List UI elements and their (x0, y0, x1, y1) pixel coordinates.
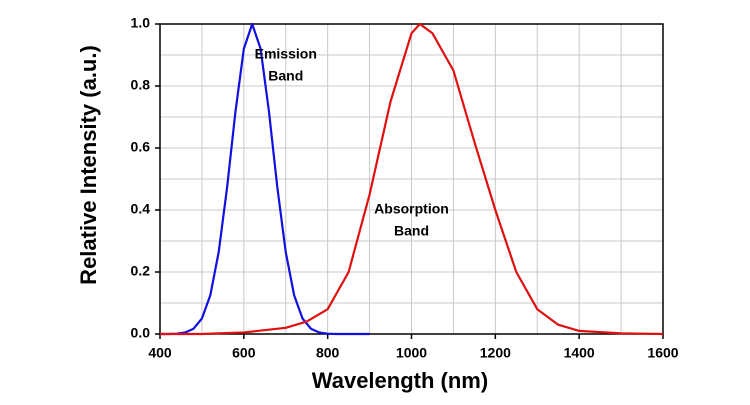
y-tick-label: 0.4 (131, 201, 151, 217)
x-tick-label: 800 (316, 345, 340, 361)
y-tick-label: 1.0 (131, 15, 151, 31)
series-line (160, 22, 664, 336)
annotation: Band (268, 68, 303, 84)
y-axis-label: Relative Intensity (a.u.) (76, 45, 101, 285)
x-tick-label: 600 (232, 345, 256, 361)
x-tick-label: 1000 (396, 345, 427, 361)
y-tick-label: 0.8 (131, 77, 151, 93)
x-axis-label: Wavelength (nm) (312, 368, 488, 393)
series-line (160, 22, 370, 336)
annotation: Absorption (374, 201, 449, 217)
x-tick-label: 1200 (480, 345, 511, 361)
x-tick-label: 1600 (647, 345, 678, 361)
x-tick-label: 400 (148, 345, 172, 361)
y-tick-label: 0.0 (131, 325, 151, 341)
x-tick-label: 1400 (564, 345, 595, 361)
y-tick-label: 0.2 (131, 263, 151, 279)
y-tick-label: 0.6 (131, 139, 151, 155)
annotation: Band (394, 223, 429, 239)
annotation: Emission (255, 46, 317, 62)
